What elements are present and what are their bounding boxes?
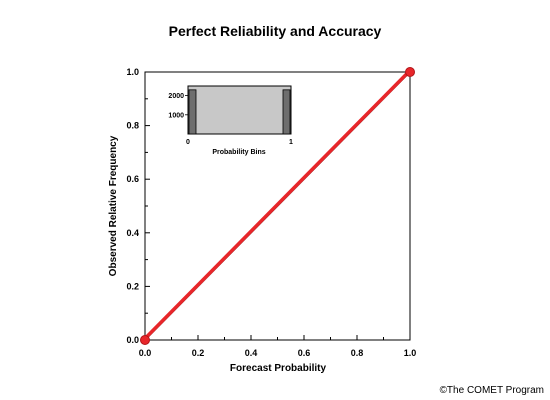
series-point: [405, 67, 415, 77]
y-tick-label: 0.0: [126, 335, 139, 345]
x-tick-label: 0.0: [139, 348, 152, 358]
inset-x-label: Probability Bins: [212, 149, 265, 156]
inset-frame: [187, 85, 292, 135]
inset-bars: [188, 89, 291, 135]
series-layer: [140, 67, 415, 345]
x-axis-label: Forecast Probability: [230, 363, 327, 374]
series-line: [143, 69, 412, 340]
chart-title: Perfect Reliability and Accuracy: [169, 23, 382, 39]
x-tick-label: 1.0: [404, 348, 417, 358]
inset-y-tick-label: 1000: [168, 112, 184, 119]
y-axis-label: Observed Relative Frequency: [108, 135, 119, 276]
inset-x-tick-label: 0: [186, 139, 190, 146]
y-tick-label: 1.0: [126, 67, 139, 77]
x-tick-label: 0.8: [351, 348, 364, 358]
inset-x-tick-label: 1: [289, 139, 293, 146]
x-tick-label: 0.2: [192, 348, 205, 358]
inset-y-ticks: 1000 2000: [168, 93, 188, 119]
inset-bar: [282, 89, 291, 135]
y-axis-ticks: 0.0 0.2 0.4 0.6 0.8 1.0: [126, 67, 150, 345]
inset-bar: [188, 89, 197, 135]
y-tick-label: 0.4: [126, 228, 139, 238]
inset-y-tick-label: 2000: [168, 93, 184, 100]
x-tick-label: 0.4: [245, 348, 258, 358]
y-tick-label: 0.8: [126, 121, 139, 131]
y-tick-label: 0.6: [126, 174, 139, 184]
credit-text: ©The COMET Program: [440, 385, 544, 396]
y-tick-label: 0.2: [126, 281, 139, 291]
x-axis-ticks: 0.0 0.2 0.4 0.6 0.8 1.0: [139, 335, 417, 358]
x-tick-label: 0.6: [298, 348, 311, 358]
series-point: [140, 335, 150, 345]
